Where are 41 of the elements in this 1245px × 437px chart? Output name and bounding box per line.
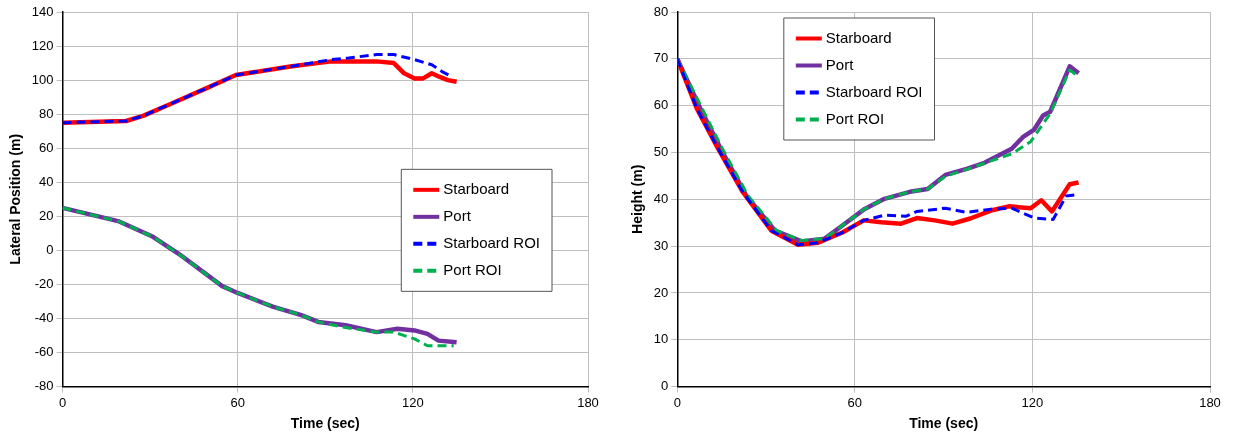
x-tick-label: 0 xyxy=(673,394,681,410)
y-tick-label: -20 xyxy=(34,276,54,292)
y-tick-label: 140 xyxy=(31,3,54,19)
legend-label: Starboard ROI xyxy=(443,233,541,251)
legend-label: Starboard xyxy=(443,179,510,197)
y-tick-label: 0 xyxy=(46,241,54,257)
y-tick-label: 50 xyxy=(653,144,669,160)
y-tick-label: 30 xyxy=(653,237,669,253)
y-tick-label: 20 xyxy=(653,284,669,300)
x-tick-label: 60 xyxy=(847,394,863,410)
legend-label: Port ROI xyxy=(443,260,502,278)
y-tick-label: 40 xyxy=(653,190,669,206)
y-tick-label: 80 xyxy=(39,105,54,121)
y-tick-label: 10 xyxy=(653,331,669,347)
y-tick-label: 0 xyxy=(661,378,669,394)
x-tick-label: 120 xyxy=(1021,394,1044,410)
x-tick-label: 180 xyxy=(577,394,599,410)
y-tick-label: 40 xyxy=(39,173,54,189)
x-tick-label: 120 xyxy=(401,394,424,410)
y-tick-label: 70 xyxy=(653,50,669,66)
x-axis-title: Time (sec) xyxy=(290,415,360,432)
y-tick-label: 80 xyxy=(653,3,669,19)
legend-label: Port xyxy=(443,206,472,224)
legend-label: Port xyxy=(825,55,855,73)
legend-label: Port ROI xyxy=(825,109,885,127)
y-tick-label: 60 xyxy=(39,139,54,155)
y-tick-label: 60 xyxy=(653,97,669,113)
y-tick-label: -80 xyxy=(34,378,54,394)
y-tick-label: -40 xyxy=(34,310,54,326)
legend-label: Starboard ROI xyxy=(825,82,923,100)
x-axis-title: Time (sec) xyxy=(909,415,979,432)
x-tick-label: 0 xyxy=(58,394,67,410)
x-tick-label: 180 xyxy=(1199,394,1221,410)
y-tick-label: 120 xyxy=(31,37,54,53)
legend-label: Starboard xyxy=(825,28,892,46)
y-tick-label: 20 xyxy=(39,207,54,223)
y-axis-title: Height (m) xyxy=(629,164,646,234)
x-tick-label: 60 xyxy=(230,394,245,410)
y-tick-label: -60 xyxy=(34,344,54,360)
y-tick-label: 100 xyxy=(31,71,54,87)
y-axis-title: Lateral Position (m) xyxy=(7,133,24,265)
